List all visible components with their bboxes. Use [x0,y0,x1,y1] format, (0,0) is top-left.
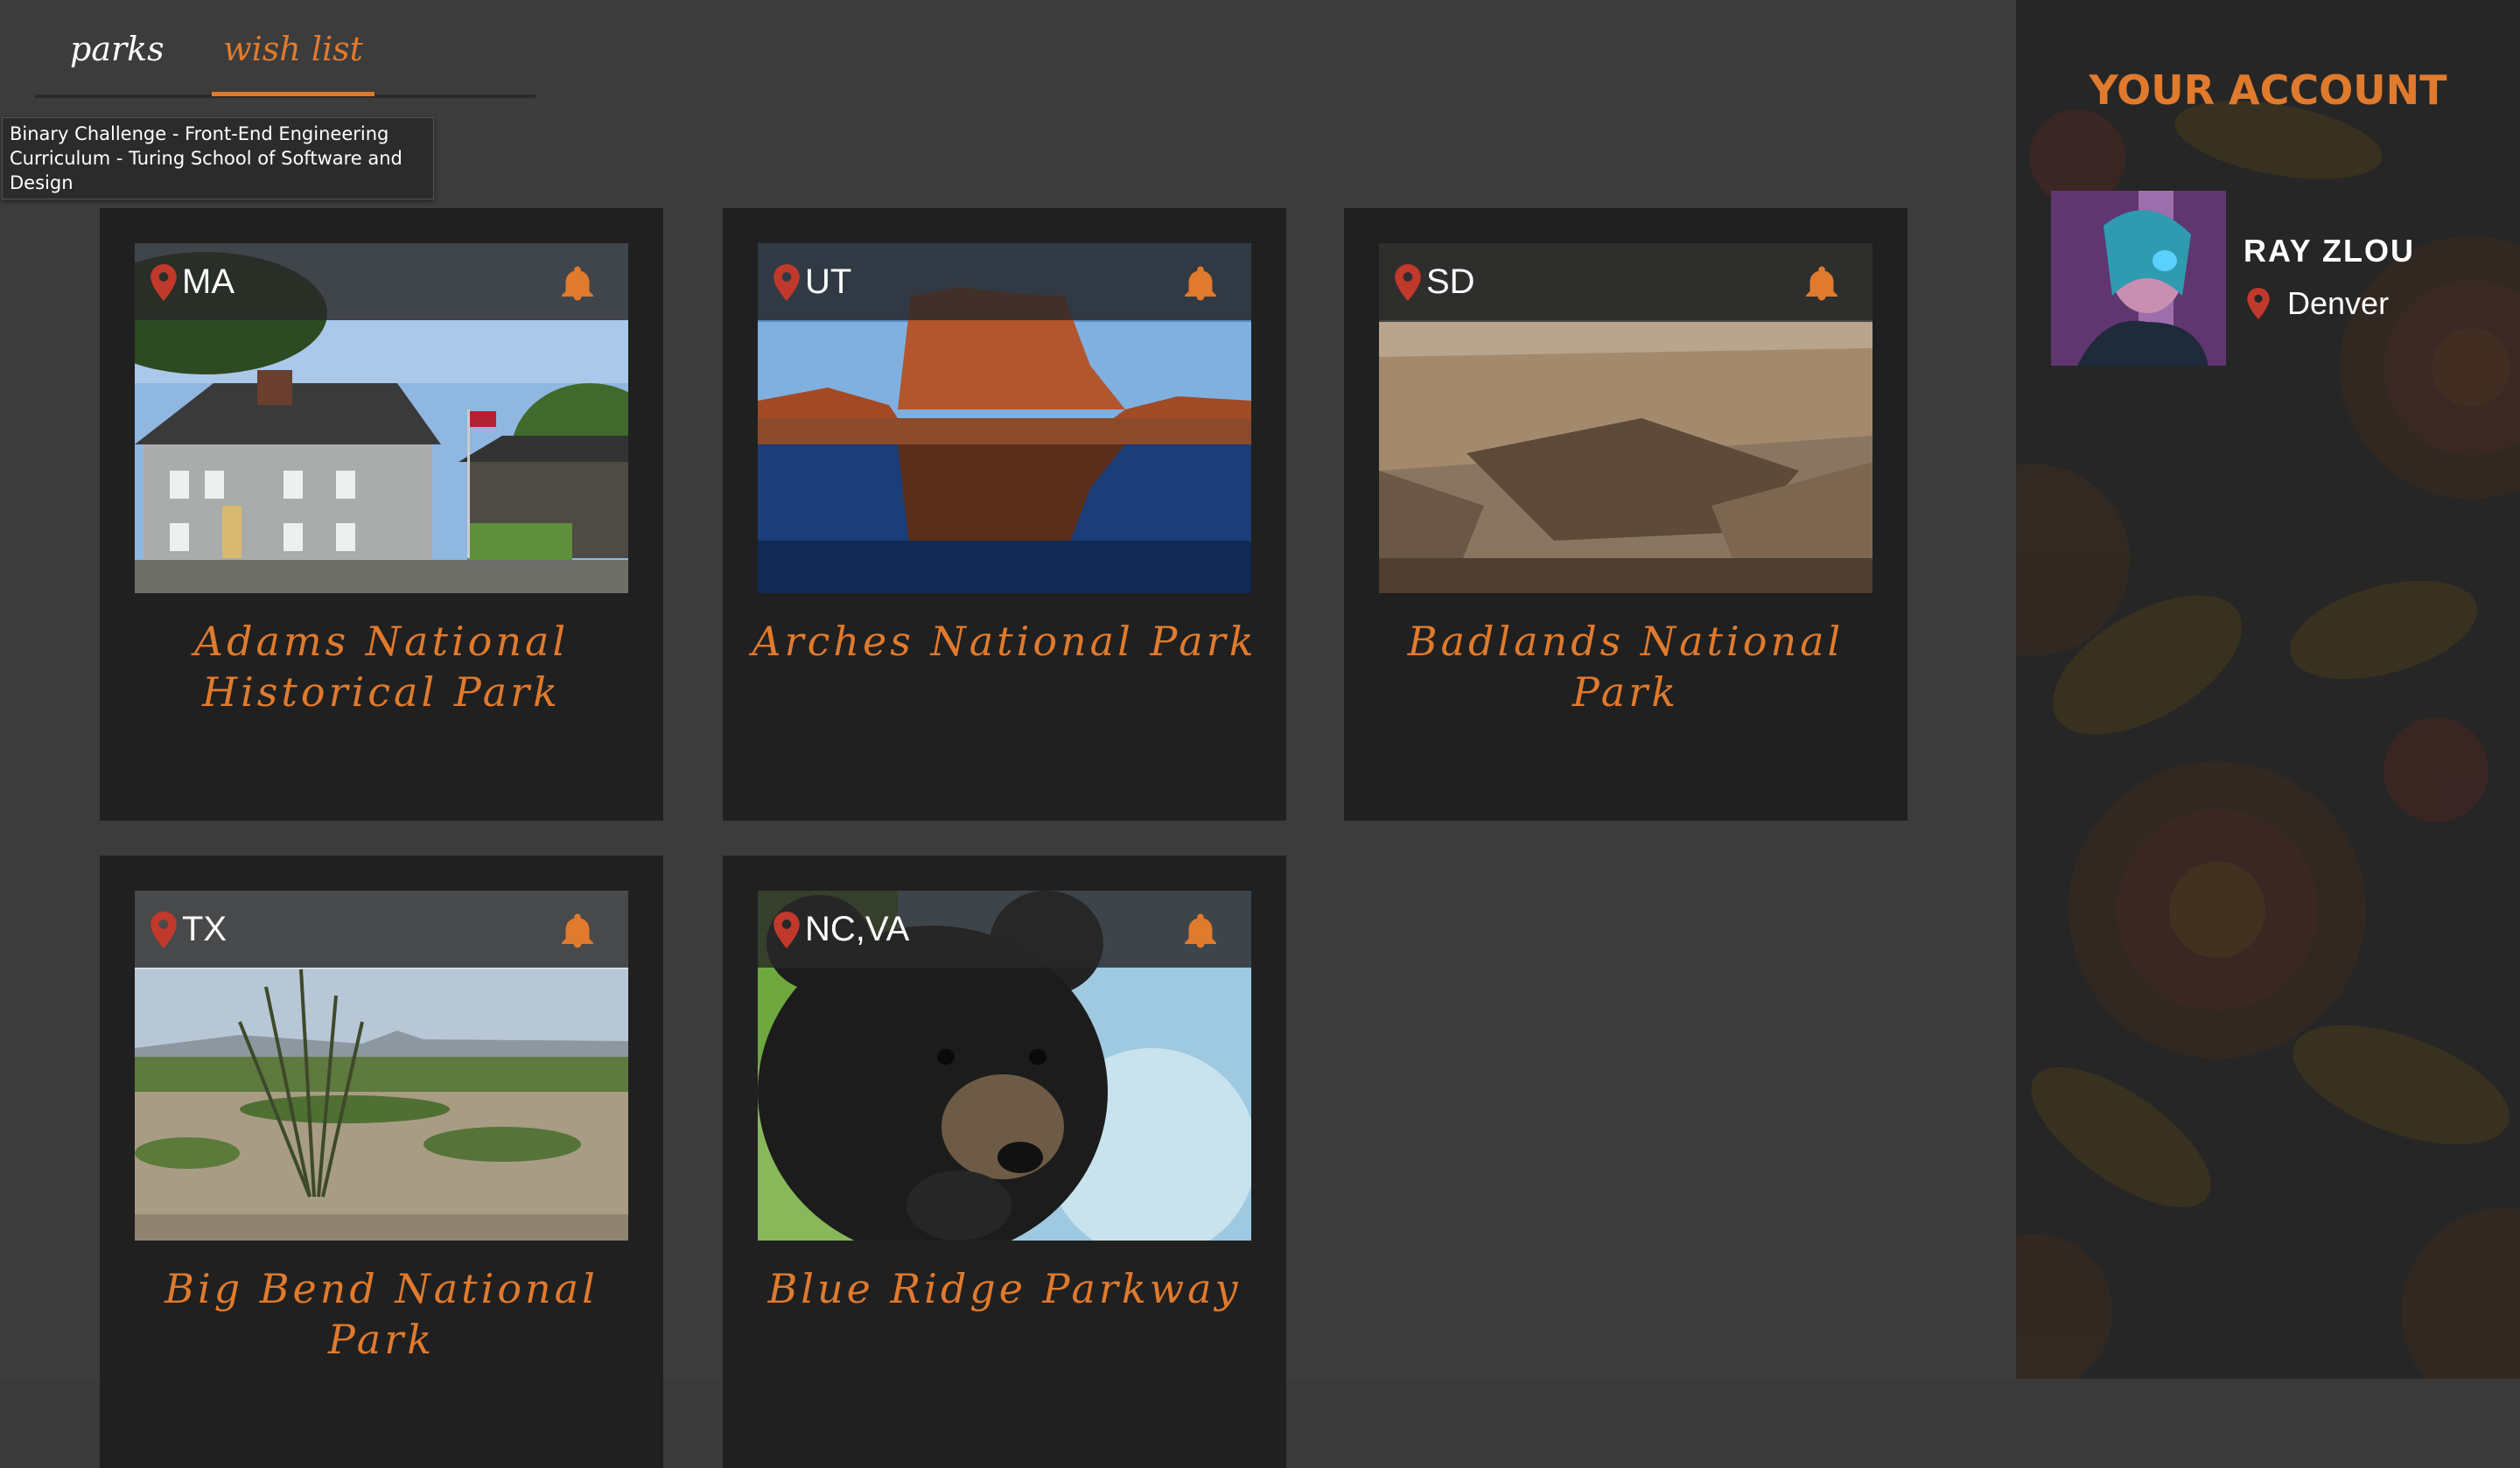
bell-icon[interactable] [1185,913,1216,948]
park-name: Big Bend National Park [164,1265,598,1363]
park-state: SD [1395,262,1475,302]
park-name: Adams National Historical Park [193,618,570,716]
map-pin-icon [150,911,177,948]
state-label: MA [182,262,234,301]
state-label: SD [1426,262,1475,301]
card-header: MA [135,243,628,320]
park-photo: NC,VA [758,891,1251,1241]
state-label: TX [182,910,228,948]
avatar[interactable] [2051,191,2226,366]
park-state: MA [150,262,234,302]
park-name: Arches National Park [752,618,1257,665]
bell-icon[interactable] [562,266,593,301]
park-card[interactable]: TX Big Bend National Park [100,856,663,1468]
park-card[interactable]: NC,VA Blue Ridge Parkway [723,856,1286,1468]
park-card[interactable]: SD Badlands National Park [1344,208,1908,821]
park-photo: TX [135,891,628,1241]
tab-parks[interactable]: parks [70,30,164,68]
park-card[interactable]: UT Arches National Park [723,208,1286,821]
map-pin-icon [774,263,800,301]
account-title: YOUR ACCOUNT [2089,66,2447,114]
map-pin-icon [150,263,177,301]
bell-icon[interactable] [562,913,593,948]
bell-icon[interactable] [1185,266,1216,301]
park-state: NC,VA [774,910,909,949]
tooltip: Binary Challenge - Front-End Engineering… [2,117,434,199]
park-name: Blue Ridge Parkway [767,1265,1242,1312]
map-pin-icon [774,911,800,948]
card-header: SD [1379,243,1872,320]
card-header: NC,VA [758,891,1251,968]
main-content: parks wish list Binary Challenge - Front… [2,24,1908,1468]
park-photo: UT [758,243,1251,593]
park-name: Badlands National Park [1407,618,1844,716]
bell-icon[interactable] [1806,266,1838,301]
park-state: TX [150,910,227,949]
card-header: UT [758,243,1251,320]
user-name: RAY ZLOU [2244,233,2416,269]
tab-bar: parks wish list [35,24,536,98]
state-label: UT [805,262,852,301]
card-header: TX [135,891,628,968]
account-sidebar: YOUR ACCOUNT RAY ZLOU Denver [2016,0,2520,1379]
tab-wish-list[interactable]: wish list [212,30,374,96]
state-label: NC,VA [805,910,910,948]
map-pin-icon [2247,288,2270,319]
user-location: Denver [2247,285,2389,322]
park-photo: MA [135,243,628,593]
map-pin-icon [1395,263,1421,301]
park-photo: SD [1379,243,1872,593]
location-label: Denver [2287,285,2390,321]
park-card[interactable]: MA Adams National Historical Park [100,208,663,821]
park-state: UT [774,262,851,302]
